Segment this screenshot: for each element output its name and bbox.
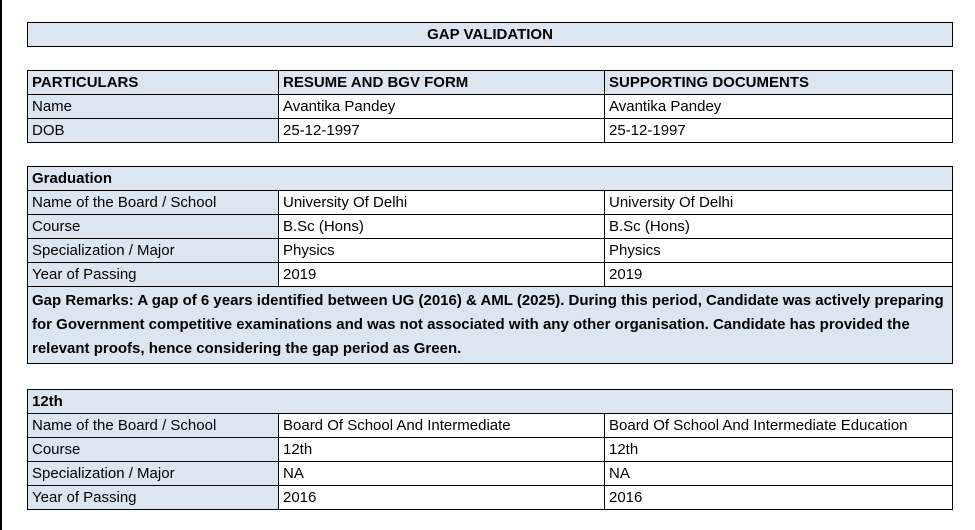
table-row: Year of Passing 2019 2019 [27,262,953,287]
docs-value: 12th [604,437,953,462]
row-label: Name [27,94,279,119]
row-label: Specialization / Major [27,461,279,486]
resume-value: 25-12-1997 [278,118,605,143]
resume-value: B.Sc (Hons) [278,214,605,239]
resume-value: 2016 [278,485,605,510]
docs-value: University Of Delhi [604,190,953,215]
gap-remarks: Gap Remarks: A gap of 6 years identified… [27,286,953,364]
table-row: Specialization / Major Physics Physics [27,238,953,263]
docs-value: Physics [604,238,953,263]
section-heading: Graduation [27,166,953,191]
table-row: Course 12th 12th [27,437,953,462]
resume-value: University Of Delhi [278,190,605,215]
docs-value: Board Of School And Intermediate Educati… [604,413,953,438]
header-row: PARTICULARS RESUME AND BGV FORM SUPPORTI… [27,70,953,95]
header-particulars: PARTICULARS [27,70,279,95]
table-row: Course B.Sc (Hons) B.Sc (Hons) [27,214,953,239]
docs-value: 2016 [604,485,953,510]
table-row: Name of the Board / School University Of … [27,190,953,215]
docs-value: 25-12-1997 [604,118,953,143]
resume-value: Physics [278,238,605,263]
table-row: Name Avantika Pandey Avantika Pandey [27,94,953,119]
row-label: Course [27,214,279,239]
docs-value: Avantika Pandey [604,94,953,119]
row-label: Name of the Board / School [27,190,279,215]
table-row: Name of the Board / School Board Of Schoo… [27,413,953,438]
resume-value: Avantika Pandey [278,94,605,119]
table-row: DOB 25-12-1997 25-12-1997 [27,118,953,143]
row-label: DOB [27,118,279,143]
left-border [0,0,2,530]
row-label: Year of Passing [27,485,279,510]
docs-value: NA [604,461,953,486]
table-row: Specialization / Major NA NA [27,461,953,486]
header-docs: SUPPORTING DOCUMENTS [604,70,953,95]
personal-table: PARTICULARS RESUME AND BGV FORM SUPPORTI… [27,70,953,143]
row-label: Year of Passing [27,262,279,287]
section-heading: 12th [27,389,953,414]
resume-value: NA [278,461,605,486]
resume-value: Board Of School And Intermediate [278,413,605,438]
page-title: GAP VALIDATION [27,22,953,47]
docs-value: 2019 [604,262,953,287]
row-label: Course [27,437,279,462]
row-label: Name of the Board / School [27,413,279,438]
table-row: Year of Passing 2016 2016 [27,485,953,510]
docs-value: B.Sc (Hons) [604,214,953,239]
graduation-table: Graduation Name of the Board / School Uni… [27,166,953,364]
resume-value: 2019 [278,262,605,287]
row-label: Specialization / Major [27,238,279,263]
header-resume: RESUME AND BGV FORM [278,70,605,95]
resume-value: 12th [278,437,605,462]
twelfth-table: 12th Name of the Board / School Board Of … [27,389,953,510]
